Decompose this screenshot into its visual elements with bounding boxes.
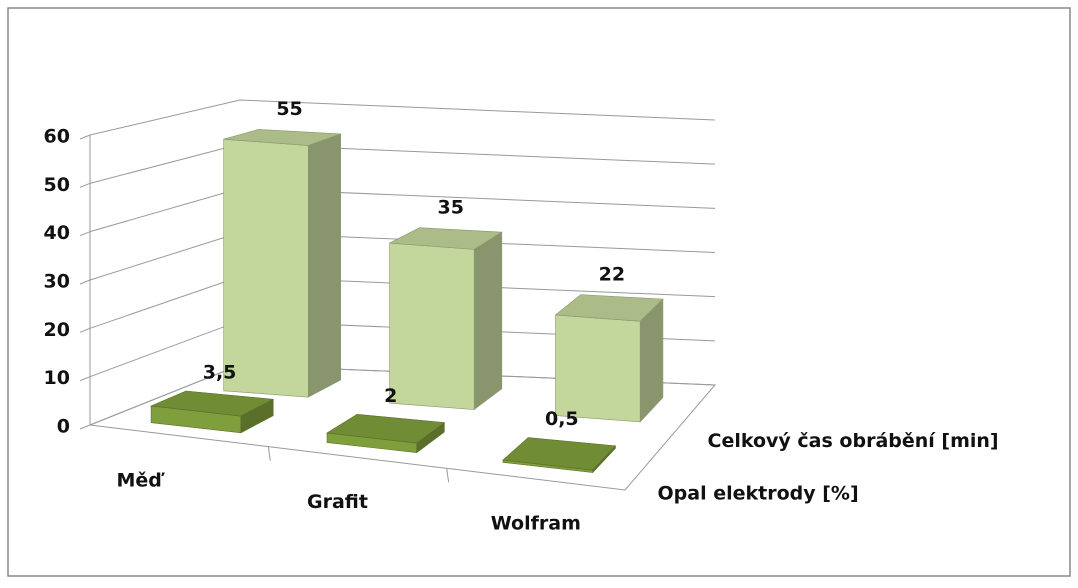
data-label: 55: [276, 98, 302, 120]
bar: [502, 437, 617, 474]
bar-side: [307, 133, 341, 398]
bar-front: [555, 314, 641, 423]
series-label: Opal elektrody [%]: [658, 482, 859, 504]
x-tick-label: Grafit: [307, 491, 368, 513]
data-label: 35: [437, 196, 463, 218]
y-tick-label: 40: [44, 222, 70, 244]
bar-top: [149, 390, 275, 417]
y-tick-label: 0: [57, 416, 70, 438]
bar-top: [388, 227, 503, 250]
data-label: 2: [384, 385, 397, 407]
bar: [554, 294, 664, 423]
data-label: 22: [599, 263, 625, 285]
x-tick-label: Wolfram: [491, 513, 581, 535]
bar: [149, 390, 275, 434]
data-label: 0,5: [545, 408, 579, 430]
bar-top: [554, 294, 664, 322]
chart-frame: [7, 7, 1071, 577]
bar-top: [502, 437, 617, 471]
x-tick: [267, 446, 271, 461]
bar: [388, 227, 503, 411]
y-tick: [79, 231, 91, 237]
series-label: Celkový čas obrábění [min]: [708, 430, 999, 452]
y-tick-label: 30: [44, 271, 70, 293]
bar: [326, 413, 446, 454]
y-tick: [79, 424, 91, 430]
bar-front: [389, 242, 475, 410]
bar-top: [326, 413, 446, 444]
y-tick-label: 60: [44, 126, 70, 148]
y-tick: [79, 376, 91, 382]
data-label: 3,5: [203, 362, 237, 384]
bar-side: [473, 231, 503, 411]
bar-top: [223, 129, 341, 146]
y-tick-label: 10: [44, 367, 70, 389]
y-tick: [79, 182, 91, 188]
y-tick-label: 20: [44, 319, 70, 341]
y-tick: [79, 327, 91, 333]
x-tick-label: Měď: [116, 469, 165, 491]
y-tick: [79, 279, 91, 285]
bar: [223, 129, 341, 398]
x-tick: [446, 468, 450, 483]
grid-line: [89, 99, 716, 136]
y-tick-label: 50: [44, 174, 70, 196]
y-tick: [79, 134, 91, 140]
bar-front: [223, 138, 309, 398]
